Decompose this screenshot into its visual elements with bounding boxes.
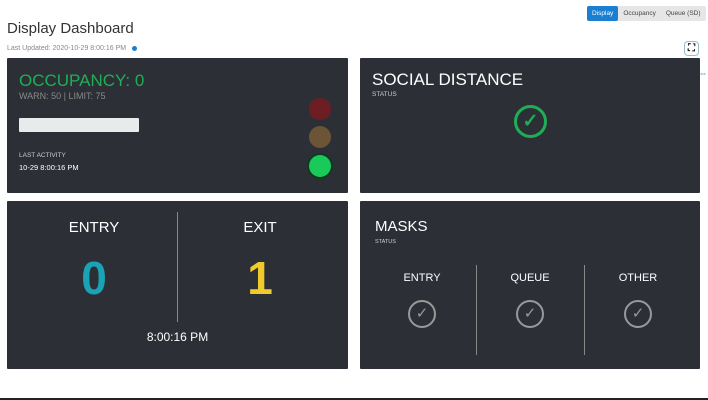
side-panel-handle-icon[interactable]: ⇔ xyxy=(698,67,708,79)
social-distance-card: SOCIAL DISTANCE STATUS ✓ xyxy=(360,58,700,193)
page-title: Display Dashboard xyxy=(7,20,134,37)
occupancy-limits: WARN: 50 | LIMIT: 75 xyxy=(19,91,106,101)
masks-title: MASKS xyxy=(375,218,428,235)
entry-exit-card: ENTRY 0 EXIT 1 8:00:16 PM xyxy=(7,201,348,369)
divider xyxy=(584,265,585,355)
exit-label: EXIT xyxy=(243,219,277,236)
occupancy-title: OCCUPANCY: 0 xyxy=(19,71,145,90)
social-distance-title: SOCIAL DISTANCE xyxy=(372,70,524,89)
green-light-icon xyxy=(309,155,331,177)
fullscreen-icon[interactable]: ⛶ xyxy=(684,41,699,56)
mask-zone-other-label: OTHER xyxy=(618,272,658,284)
tab-occupancy[interactable]: Occupancy xyxy=(623,10,656,17)
mask-queue-check-icon: ✓ xyxy=(516,300,544,328)
live-indicator-icon xyxy=(132,46,138,51)
exit-count: 1 xyxy=(247,252,273,304)
mask-zone-entry-label: ENTRY xyxy=(403,272,441,284)
check-circle-icon: ✓ xyxy=(514,105,547,138)
mask-other-check-icon: ✓ xyxy=(624,300,652,328)
view-tabs: Display Occupancy Queue (SD) xyxy=(587,6,706,21)
last-updated: Last Updated: 2020-10-29 8:00:16 PM xyxy=(7,45,138,52)
masks-status-label: STATUS xyxy=(375,239,396,245)
occupancy-card: OCCUPANCY: 0 WARN: 50 | LIMIT: 75 LAST A… xyxy=(7,58,348,193)
entry-count: 0 xyxy=(81,252,107,304)
tab-display[interactable]: Display xyxy=(587,6,619,21)
count-time: 8:00:16 PM xyxy=(146,330,209,344)
divider xyxy=(476,265,477,355)
last-updated-text: Last Updated: 2020-10-29 8:00:16 PM xyxy=(7,45,127,52)
last-activity-value: 10-29 8:00:16 PM xyxy=(19,163,79,172)
mask-entry-check-icon: ✓ xyxy=(408,300,436,328)
mask-zone-queue-label: QUEUE xyxy=(510,272,550,284)
social-distance-status-label: STATUS xyxy=(372,91,397,98)
entry-label: ENTRY xyxy=(68,219,120,236)
last-activity-label: LAST ACTIVITY xyxy=(19,152,66,159)
masks-card: MASKS STATUS ENTRY ✓ QUEUE ✓ OTHER ✓ xyxy=(360,201,700,369)
amber-light-icon xyxy=(309,126,331,148)
occupancy-progress-bar xyxy=(19,118,139,132)
tab-queue-sd[interactable]: Queue (SD) xyxy=(665,10,701,17)
red-light-icon xyxy=(309,98,331,120)
divider xyxy=(177,212,178,322)
